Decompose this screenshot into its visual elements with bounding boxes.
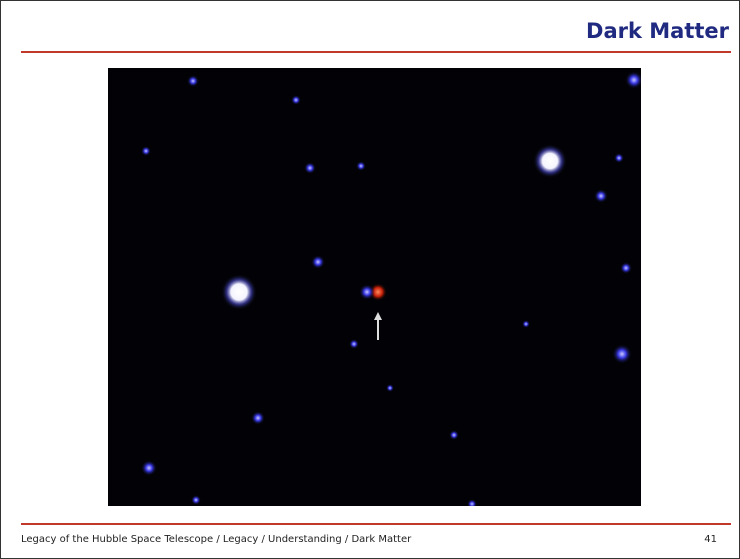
slide-title: Dark Matter — [586, 19, 729, 43]
pointer-arrow — [374, 312, 382, 340]
title-rule — [21, 51, 731, 53]
footer-text: Legacy of the Hubble Space Telescope / L… — [21, 534, 412, 545]
stars — [141, 71, 641, 506]
footer-rule — [21, 523, 731, 525]
star-field-image — [108, 68, 641, 506]
page-number: 41 — [704, 534, 717, 545]
